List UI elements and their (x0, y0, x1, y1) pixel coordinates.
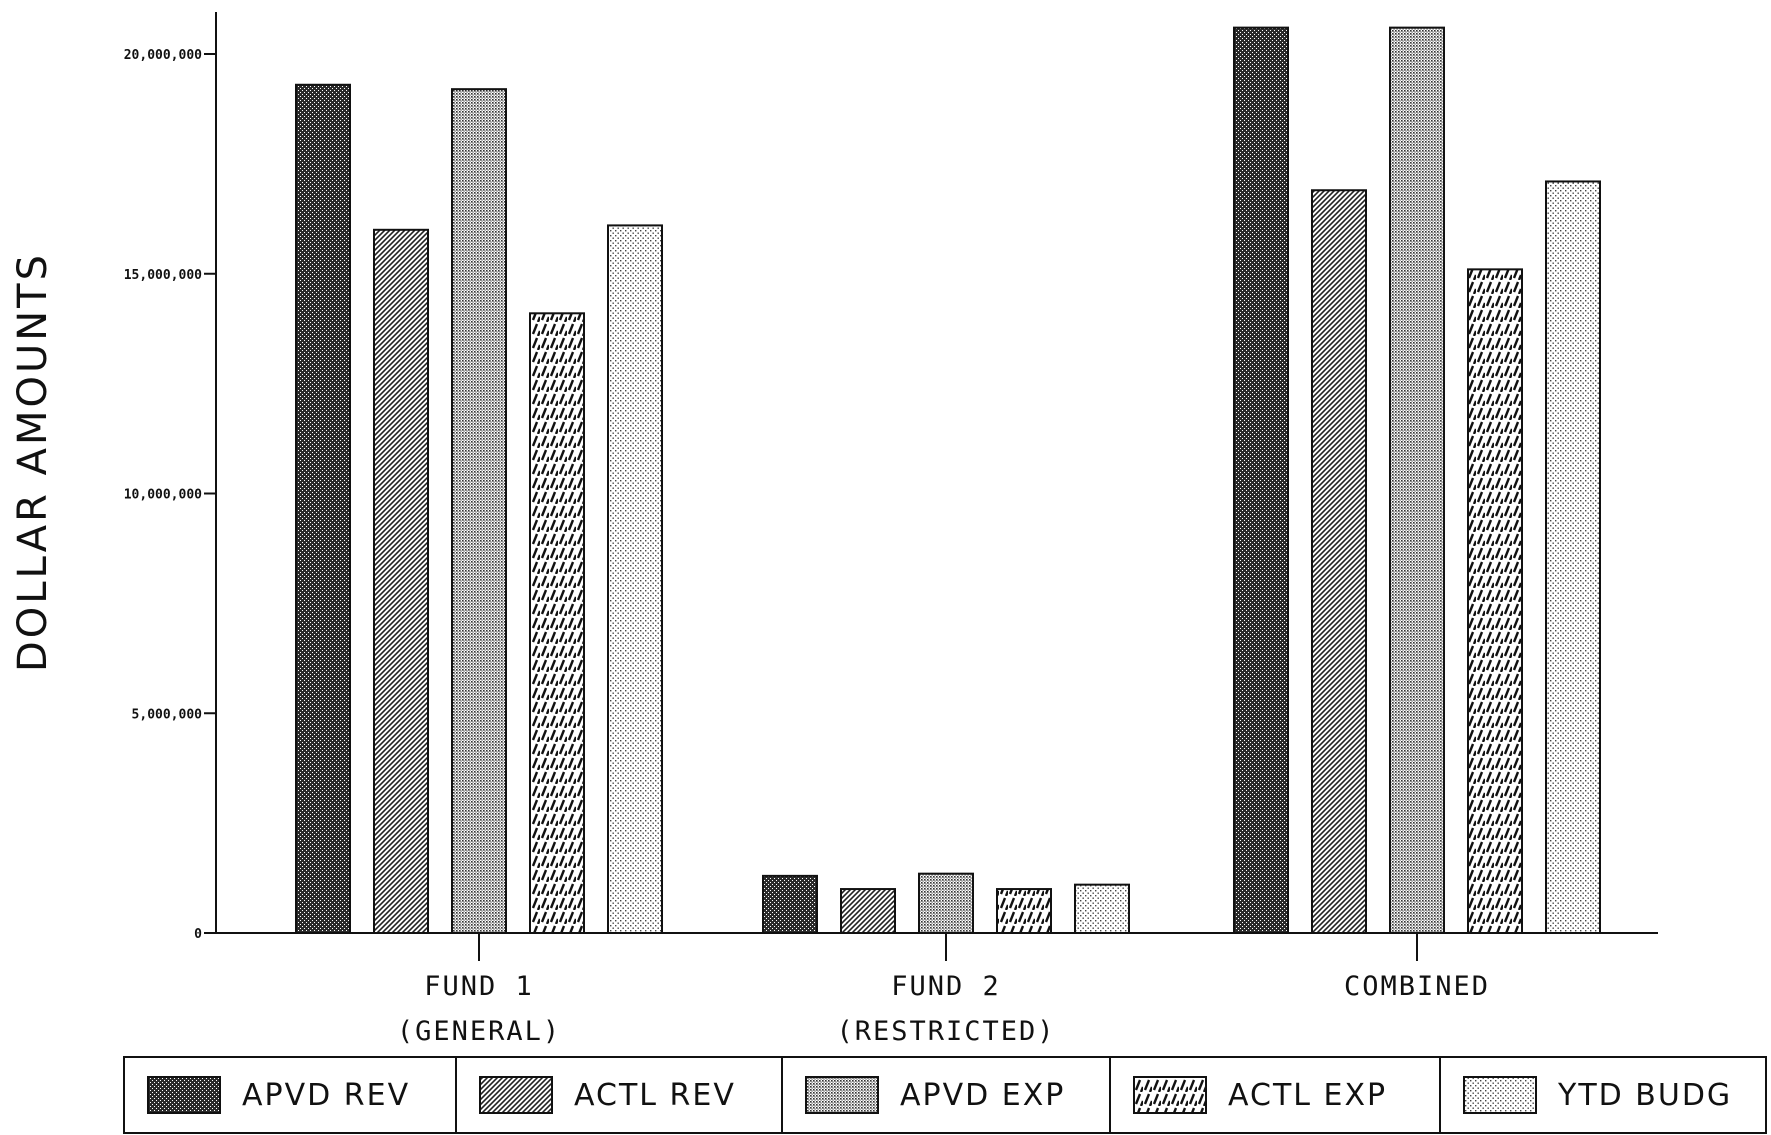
legend-swatch (805, 1076, 879, 1114)
legend-label: APVD REV (242, 1078, 410, 1113)
bar-apvd-rev (295, 83, 351, 934)
bar-actl-rev (1311, 189, 1367, 934)
bars (295, 26, 1601, 935)
y-tick-label: 5,000,000 (132, 707, 203, 722)
bar-apvd-exp (918, 872, 974, 934)
x-tick-label: (GENERAL) (397, 1016, 561, 1047)
bar-actl-exp (529, 312, 585, 934)
y-axis-label: DOLLAR AMOUNTS (10, 252, 56, 672)
bar-apvd-rev (762, 874, 818, 934)
bar-apvd-rev (1233, 26, 1289, 934)
legend-swatch (1133, 1076, 1207, 1114)
x-tick-label: FUND 2 (891, 971, 1001, 1002)
y-tick-label: 0 (194, 927, 202, 942)
bar-actl-rev (840, 888, 896, 934)
bar-actl-exp (996, 888, 1052, 934)
x-tick-label: COMBINED (1344, 971, 1490, 1002)
bar-ytd-budg (607, 224, 663, 934)
legend-label: YTD BUDG (1557, 1078, 1732, 1113)
legend-label: APVD EXP (900, 1078, 1065, 1113)
y-tick-label: 15,000,000 (124, 268, 202, 283)
bar-apvd-exp (451, 88, 507, 935)
legend-swatch (1463, 1076, 1537, 1114)
bar-actl-rev (373, 228, 429, 935)
y-ticks: 0 5,000,000 10,000,000 15,000,000 20,000,000 (124, 48, 216, 942)
bar-ytd-budg (1545, 180, 1601, 934)
bar-apvd-exp (1389, 26, 1445, 934)
bar-actl-exp (1467, 268, 1523, 935)
legend-swatch (479, 1076, 553, 1114)
legend-swatch (147, 1076, 221, 1114)
legend-box (123, 1056, 1767, 1134)
y-tick-label: 10,000,000 (124, 488, 202, 503)
legend-label: ACTL REV (574, 1078, 736, 1113)
category-ticks: FUND 1 (GENERAL) FUND 2 (RESTRICTED) COMBINE… (397, 933, 1490, 1047)
legend-label: ACTL EXP (1228, 1078, 1387, 1113)
legend: APVD REV ACTL REV APVD EXP ACTL EXP YTD BUDG (123, 1056, 1767, 1134)
y-tick-label: 20,000,000 (124, 48, 202, 63)
bar-ytd-budg (1074, 883, 1130, 935)
x-tick-label: (RESTRICTED) (836, 1016, 1055, 1047)
x-tick-label: FUND 1 (424, 971, 534, 1002)
